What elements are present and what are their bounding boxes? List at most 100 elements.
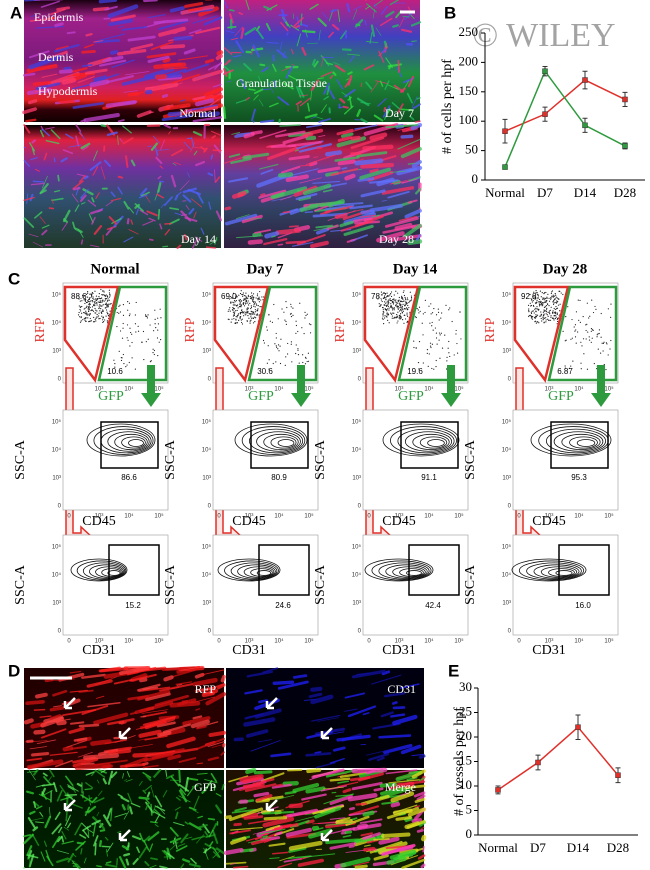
- event-dot: [100, 302, 101, 303]
- event-dot: [419, 307, 420, 308]
- event-dot: [543, 302, 544, 303]
- axis-tick-label: 10³: [95, 514, 104, 520]
- event-dot: [284, 319, 285, 320]
- event-dot: [257, 298, 258, 299]
- event-dot: [405, 308, 406, 309]
- event-dot: [595, 309, 596, 310]
- event-dot: [550, 310, 551, 311]
- image-texture: [412, 41, 417, 42]
- event-dot: [276, 333, 277, 334]
- event-dot: [433, 308, 434, 309]
- event-dot: [106, 294, 107, 295]
- image-texture: [165, 677, 171, 679]
- event-dot: [272, 322, 273, 323]
- event-dot: [546, 305, 547, 306]
- event-dot: [532, 311, 533, 312]
- image-texture: [162, 46, 183, 47]
- event-dot: [427, 349, 428, 350]
- event-dot: [96, 302, 97, 303]
- event-dot: [108, 306, 109, 307]
- event-dot: [304, 317, 305, 318]
- event-dot: [438, 312, 439, 313]
- event-dot: [291, 316, 292, 317]
- y-tick-label: 250: [459, 24, 479, 39]
- axis-tick-label: 10⁵: [502, 292, 512, 299]
- event-dot: [257, 293, 258, 294]
- event-dot: [299, 303, 300, 304]
- event-dot: [550, 299, 551, 300]
- event-dot: [408, 302, 409, 303]
- event-dot: [407, 321, 408, 322]
- event-dot: [92, 293, 93, 294]
- event-dot: [430, 347, 431, 348]
- image-texture: [160, 181, 164, 182]
- event-dot: [81, 320, 82, 321]
- axis-tick-label: 0: [358, 504, 362, 510]
- event-dot: [109, 290, 110, 291]
- image-texture: [362, 165, 392, 167]
- event-dot: [109, 292, 110, 293]
- event-dot: [413, 341, 414, 342]
- axis-tick-label: 0: [58, 629, 62, 635]
- event-dot: [89, 306, 90, 307]
- event-dot: [397, 317, 398, 318]
- event-dot: [436, 337, 437, 338]
- event-dot: [580, 363, 581, 364]
- event-dot: [538, 295, 539, 296]
- image-texture: [218, 56, 221, 58]
- event-dot: [89, 308, 90, 309]
- event-dot: [131, 334, 132, 335]
- image-texture: [159, 210, 160, 219]
- event-dot: [276, 345, 277, 346]
- event-dot: [400, 301, 401, 302]
- event-dot: [157, 337, 158, 338]
- image-texture: [305, 212, 312, 213]
- event-dot: [259, 306, 260, 307]
- event-dot: [542, 305, 543, 306]
- event-dot: [416, 317, 417, 318]
- image-texture: [393, 703, 396, 704]
- event-dot: [78, 314, 79, 315]
- event-dot: [146, 341, 147, 342]
- image-texture: [141, 680, 145, 681]
- axis-tick-label: 10⁴: [124, 386, 134, 393]
- event-dot: [247, 315, 248, 316]
- event-dot: [409, 312, 410, 313]
- gate-value: 86.6: [121, 473, 137, 482]
- event-dot: [382, 318, 383, 319]
- event-dot: [397, 320, 398, 321]
- event-dot: [154, 354, 155, 355]
- event-dot: [136, 302, 137, 303]
- gate-value: 15.2: [125, 601, 141, 610]
- event-dot: [446, 368, 447, 369]
- event-dot: [251, 307, 252, 308]
- series-line: [498, 727, 618, 790]
- event-dot: [135, 331, 136, 332]
- event-dot: [119, 305, 120, 306]
- data-point: [576, 725, 581, 730]
- event-dot: [552, 313, 553, 314]
- event-dot: [287, 353, 288, 354]
- event-dot: [107, 295, 108, 296]
- event-dot: [107, 313, 108, 314]
- event-dot: [258, 297, 259, 298]
- x-tick-label: D14: [567, 840, 590, 855]
- axis-tick-label: 10⁵: [352, 419, 362, 426]
- event-dot: [410, 292, 411, 293]
- event-dot: [541, 320, 542, 321]
- axis-tick-label: 10⁴: [574, 638, 584, 645]
- image-texture: [255, 793, 268, 795]
- event-dot: [402, 301, 403, 302]
- event-dot: [543, 315, 544, 316]
- event-dot: [400, 304, 401, 305]
- event-dot: [393, 299, 394, 300]
- axis-label: RFP: [33, 317, 48, 342]
- event-dot: [94, 305, 95, 306]
- image-texture: [121, 765, 144, 767]
- event-dot: [543, 293, 544, 294]
- event-dot: [285, 365, 286, 366]
- event-dot: [407, 308, 408, 309]
- event-dot: [251, 313, 252, 314]
- image-texture: [102, 125, 106, 126]
